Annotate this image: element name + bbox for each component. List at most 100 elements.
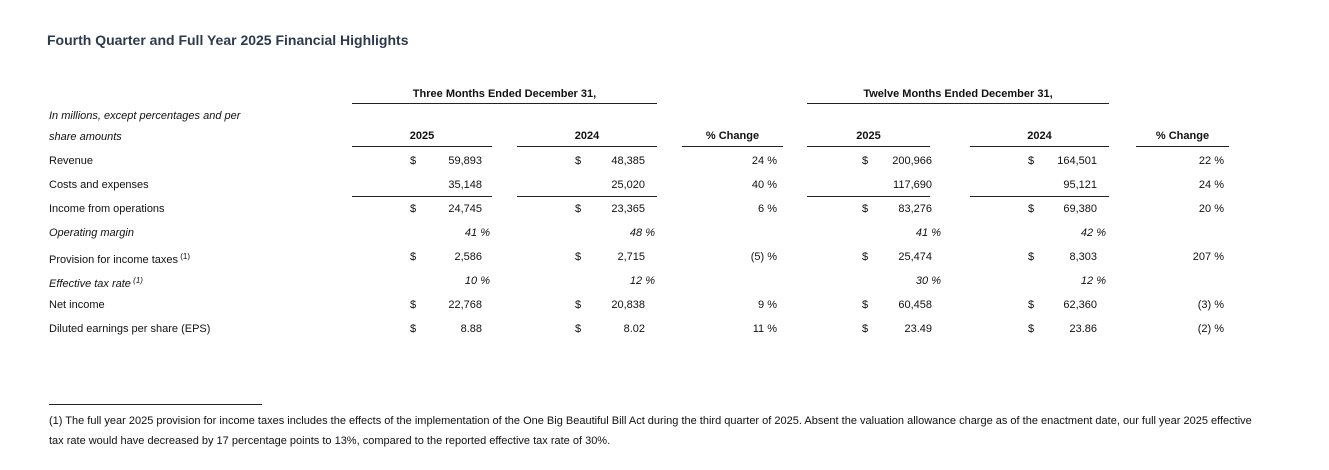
currency: $: [1028, 251, 1035, 263]
value: 2,586: [454, 251, 482, 263]
currency: $: [410, 203, 417, 215]
column-header: % Change: [705, 130, 760, 142]
value: 60,458: [898, 299, 932, 311]
currency: $: [575, 251, 582, 263]
footnote: (1) The full year 2025 provision for inc…: [49, 415, 1252, 427]
column-header: 2025: [409, 130, 435, 142]
rule: [807, 103, 1109, 104]
value: 25,020: [611, 179, 645, 191]
percent-change: 20 %: [1198, 203, 1224, 215]
footnote: tax rate would have decreased by 17 perc…: [49, 435, 611, 447]
value: 23.49: [904, 323, 932, 335]
value: 200,966: [892, 155, 932, 167]
value: 117,690: [893, 179, 932, 191]
value: 35,148: [448, 179, 482, 191]
value: 23.86: [1069, 323, 1097, 335]
percent-change: (5) %: [750, 251, 777, 263]
currency: $: [410, 251, 417, 263]
value: 48 %: [629, 227, 655, 239]
value: 59,893: [448, 155, 482, 167]
rule: [352, 146, 492, 147]
currency: $: [410, 299, 417, 311]
rule: [807, 196, 930, 197]
value: 41 %: [915, 227, 941, 239]
row-label: Effective tax rate (1): [49, 276, 143, 290]
group-header: Three Months Ended December 31,: [412, 88, 597, 100]
percent-change: (3) %: [1197, 299, 1224, 311]
value: 42 %: [1080, 227, 1106, 239]
value: 12 %: [629, 275, 655, 287]
percent-change: 24 %: [1198, 179, 1224, 191]
rule: [970, 196, 1109, 197]
currency: $: [575, 155, 582, 167]
currency: $: [1028, 203, 1035, 215]
value: 2,715: [617, 251, 645, 263]
currency: $: [862, 323, 869, 335]
row-label: Operating margin: [49, 227, 134, 239]
value: 20,838: [611, 299, 645, 311]
rule: [517, 196, 657, 197]
value: 30 %: [915, 275, 941, 287]
column-header: % Change: [1155, 130, 1210, 142]
currency: $: [575, 299, 582, 311]
group-header: Twelve Months Ended December 31,: [863, 88, 1053, 100]
value: 62,360: [1063, 299, 1097, 311]
footnote-ref: (1): [178, 252, 190, 261]
currency: $: [862, 155, 869, 167]
row-label: Net income: [49, 299, 105, 311]
unit-note: share amounts: [49, 131, 122, 143]
percent-change: (2) %: [1197, 323, 1224, 335]
currency: $: [1028, 299, 1035, 311]
value: 22,768: [448, 299, 482, 311]
percent-change: 6 %: [758, 203, 777, 215]
currency: $: [1028, 323, 1035, 335]
value: 24,745: [448, 203, 482, 215]
percent-change: 24 %: [751, 155, 777, 167]
currency: $: [410, 155, 417, 167]
currency: $: [410, 323, 417, 335]
percent-change: 11 %: [752, 323, 777, 335]
value: 25,474: [898, 251, 932, 263]
row-label: Income from operations: [49, 203, 165, 215]
row-label: Revenue: [49, 155, 94, 167]
rule: [682, 146, 783, 147]
rule: [1136, 146, 1229, 147]
value: 8.88: [460, 323, 482, 335]
value: 8,303: [1069, 251, 1097, 263]
percent-change: 9 %: [758, 299, 777, 311]
unit-note: In millions, except percentages and per: [49, 110, 241, 122]
rule: [970, 146, 1109, 147]
currency: $: [575, 323, 582, 335]
value: 48,385: [611, 155, 645, 167]
currency: $: [862, 299, 869, 311]
currency: $: [862, 203, 869, 215]
row-label: Provision for income taxes (1): [49, 252, 190, 266]
value: 83,276: [898, 203, 932, 215]
value: 95,121: [1063, 179, 1097, 191]
column-header: 2024: [1027, 130, 1052, 142]
value: 8.02: [623, 323, 645, 335]
value: 23,365: [611, 203, 645, 215]
percent-change: 207 %: [1192, 251, 1224, 263]
footnote-ref: (1): [130, 276, 143, 285]
percent-change: 22 %: [1198, 155, 1224, 167]
rule: [352, 103, 657, 104]
value: 69,380: [1063, 203, 1097, 215]
value: 164,501: [1057, 155, 1097, 167]
row-label: Costs and expenses: [49, 179, 149, 191]
value: 41 %: [464, 227, 490, 239]
rule: [517, 146, 657, 147]
rule: [49, 404, 262, 405]
currency: $: [862, 251, 869, 263]
title: Fourth Quarter and Full Year 2025 Financ…: [47, 32, 409, 48]
rule: [807, 146, 930, 147]
currency: $: [1028, 155, 1035, 167]
percent-change: 40 %: [751, 179, 777, 191]
column-header: 2025: [856, 130, 881, 142]
rule: [352, 196, 492, 197]
currency: $: [575, 203, 582, 215]
value: 10 %: [464, 275, 490, 287]
row-label: Diluted earnings per share (EPS): [49, 323, 211, 335]
value: 12 %: [1080, 275, 1106, 287]
